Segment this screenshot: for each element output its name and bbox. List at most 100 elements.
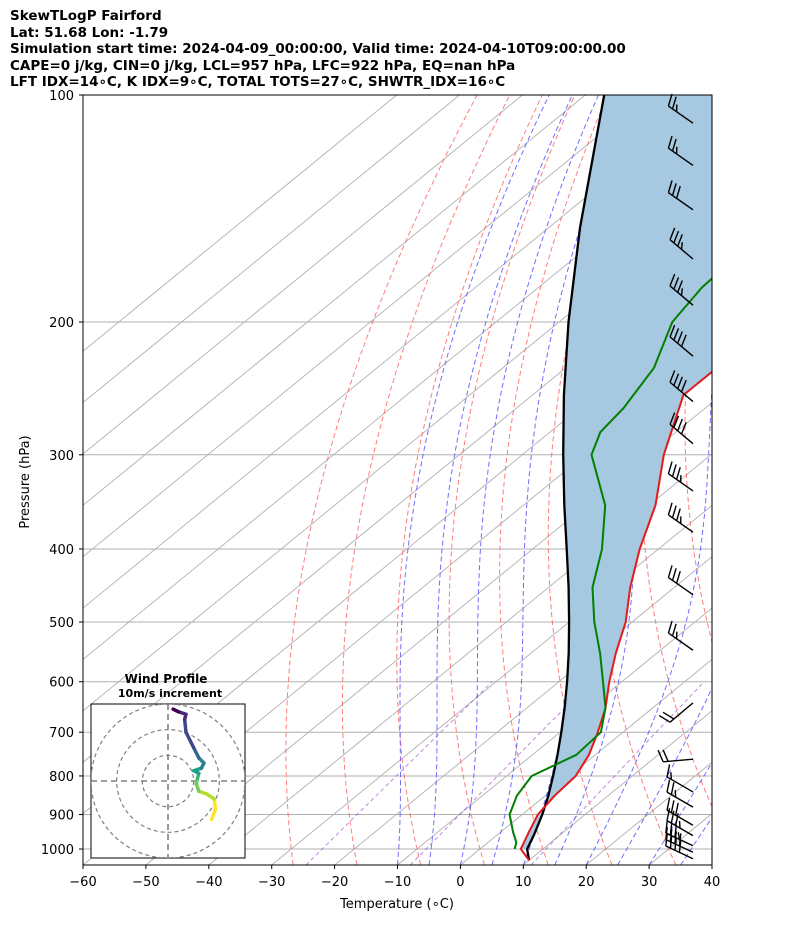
wind-barb-full-flag [666, 779, 671, 793]
hodograph-inset: Wind Profile 10m/s increment [90, 672, 246, 859]
wind-barb-full-flag [674, 824, 678, 838]
hodograph-segment [184, 730, 196, 750]
isotherm-line [397, 607, 712, 865]
wind-barb [658, 702, 694, 723]
wind-barb-full-flag [667, 502, 673, 516]
hodograph-segment [171, 707, 181, 714]
isotherm-line [83, 95, 586, 506]
wind-barb-full-flag [666, 797, 671, 811]
isotherm-line [83, 95, 649, 558]
wind-barb-full-flag [667, 461, 673, 474]
wind-barb-full-flag [669, 324, 676, 338]
dry-adiabat [769, 95, 794, 865]
y-tick-label: 400 [49, 543, 74, 558]
skewt-content [83, 95, 794, 865]
wind-barb-full-flag [662, 711, 675, 720]
dry-adiabat [547, 95, 641, 865]
title-times: Simulation start time: 2024-04-09_00:00:… [10, 41, 626, 57]
wind-barb-full-flag [671, 183, 677, 196]
mixing-ratio-lines [305, 681, 705, 865]
x-tick-label: −50 [132, 875, 159, 890]
wind-barb [669, 324, 694, 357]
y-tick-label: 1000 [41, 843, 74, 858]
x-tick-label: −60 [69, 875, 96, 890]
wind-barb [667, 620, 694, 651]
dry-adiabats [285, 95, 794, 865]
dry-adiabat [728, 95, 794, 865]
moist-adiabat [554, 95, 709, 865]
x-tick-label: 30 [641, 875, 658, 890]
y-axis-ticks: 100 200 300 400 500 600 700 800 900 1000 [41, 89, 83, 858]
x-axis-label: Temperature (∘C) [339, 897, 454, 912]
wind-barb-full-flag [669, 822, 673, 836]
wind-barb-full-flag [675, 570, 681, 584]
wind-barb-full-flag [677, 418, 683, 432]
isotherm-line [83, 95, 460, 404]
isotherm-line [523, 710, 712, 865]
wind-barb [669, 412, 694, 445]
wind-barb [667, 180, 694, 211]
wind-barb-full-flag [657, 749, 664, 763]
wind-barb-full-flag [675, 186, 681, 199]
moist-adiabat [428, 95, 573, 865]
dry-adiabat [684, 189, 712, 644]
title-station: SkewTLogP Fairford [10, 8, 162, 24]
wind-barb [667, 93, 694, 124]
hodograph-subtitle: 10m/s increment [118, 687, 222, 700]
chart-header: SkewTLogP Fairford Lat: 51.68 Lon: -1.79… [10, 8, 626, 91]
wind-barb-full-flag [680, 421, 687, 435]
dry-adiabat [594, 95, 677, 865]
wind-barb-full-flag [677, 234, 683, 247]
wind-barb-full-flag [667, 93, 673, 107]
dry-adiabat [499, 95, 608, 865]
moist-adiabat [491, 95, 630, 865]
hodograph-segment [191, 745, 201, 760]
wind-barb-full-flag [673, 373, 680, 386]
title-location: Lat: 51.68 Lon: -1.79 [10, 24, 169, 41]
wind-barb [669, 227, 694, 260]
hodograph-segment [209, 807, 218, 822]
hodograph-content [91, 704, 245, 858]
wind-barb-full-flag [662, 749, 669, 762]
wind-barb-full-flag [674, 813, 679, 826]
wind-barb-full-flag [677, 331, 683, 344]
x-tick-label: −10 [384, 875, 411, 890]
dry-adiabat [285, 95, 478, 865]
x-tick-label: −30 [258, 875, 285, 890]
wind-barb-full-flag [673, 415, 680, 428]
wind-barb-full-flag [669, 227, 676, 240]
x-tick-label: 40 [704, 875, 721, 890]
wind-barb-full-flag [671, 568, 677, 581]
moist-adiabat [585, 379, 712, 865]
wind-barb [666, 779, 694, 808]
isotherm-line [711, 864, 712, 865]
hodograph-title: Wind Profile [125, 672, 208, 686]
x-tick-label: 10 [515, 875, 532, 890]
wind-barb-full-flag [675, 467, 681, 480]
wind-barb-full-flag [671, 138, 677, 152]
wind-barb-full-flag [673, 328, 680, 341]
wind-barb-full-flag [671, 623, 677, 637]
wind-barbs [657, 93, 694, 860]
wind-barb-full-flag [667, 620, 673, 634]
wind-barb-full-flag [667, 135, 673, 149]
title-cape-indices: CAPE=0 j/kg, CIN=0 j/kg, LCL=957 hPa, LF… [10, 57, 516, 74]
wind-barb-full-flag [670, 782, 675, 795]
wind-barb [669, 370, 694, 403]
isotherm-line [83, 95, 397, 352]
mixing-ratio-line [305, 681, 493, 865]
y-tick-label: 600 [49, 676, 74, 691]
wind-barb [666, 764, 694, 793]
wind-barb [666, 808, 694, 837]
wind-barb-full-flag [667, 180, 673, 193]
isotherm-line [271, 504, 712, 865]
wind-barb-full-flag [666, 764, 671, 778]
wind-barb-full-flag [671, 464, 677, 477]
isotherm-line [334, 556, 712, 865]
wind-barb-half-flag [680, 242, 683, 250]
wind-barb-full-flag [670, 810, 675, 824]
wind-barb [667, 461, 694, 492]
isotherm-line [83, 95, 712, 609]
wind-barb-half-flag [677, 832, 681, 840]
